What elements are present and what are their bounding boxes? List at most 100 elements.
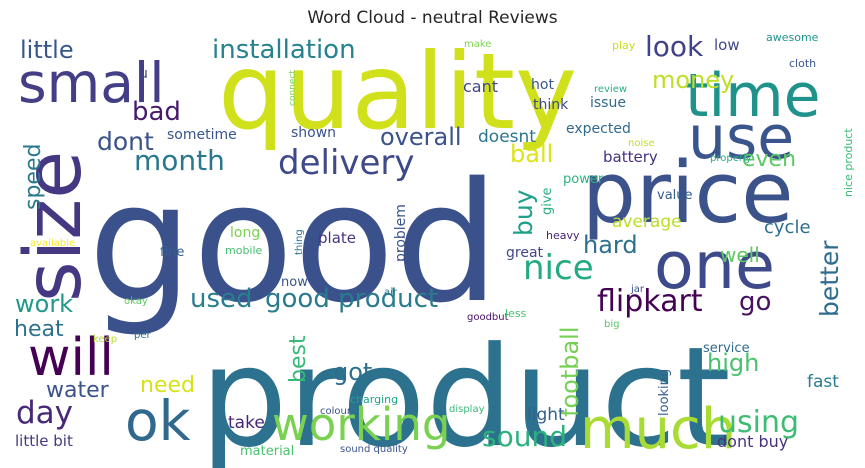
- word-low: low: [714, 36, 740, 54]
- word-dont-buy: dont buy: [717, 432, 788, 451]
- word-day: day: [16, 395, 73, 431]
- word-nice-product: nice product: [842, 128, 855, 197]
- word-looking: looking: [657, 369, 672, 416]
- word-give: give: [540, 187, 555, 215]
- word-average: average: [612, 212, 682, 232]
- word-play: play: [612, 39, 636, 52]
- word-installation: installation: [212, 35, 356, 65]
- word-work: work: [15, 290, 73, 318]
- word-sound: sound: [482, 420, 567, 453]
- word-issue: issue: [590, 95, 626, 111]
- word-bad: bad: [132, 97, 181, 127]
- word-doesnt: doesnt: [478, 127, 536, 147]
- word-much: much: [580, 397, 736, 462]
- word-air: air: [384, 287, 398, 298]
- word-available: available: [30, 238, 75, 249]
- word-use: use: [688, 103, 794, 173]
- word-money: money: [652, 66, 734, 94]
- word-hot: hot: [531, 77, 554, 93]
- word-keep: keep: [93, 334, 117, 345]
- word-big: big: [604, 319, 619, 330]
- word-cloth: cloth: [789, 57, 816, 70]
- word-awesome: awesome: [766, 31, 819, 44]
- word-colour: colour: [320, 406, 352, 417]
- word-light: light: [527, 405, 565, 425]
- word-material: material: [240, 444, 294, 459]
- word-now: now: [281, 275, 308, 290]
- word-expected: expected: [566, 121, 631, 137]
- word-fast: fast: [807, 372, 839, 392]
- word-think: think: [533, 97, 569, 113]
- word-sound-quality: sound quality: [340, 444, 408, 455]
- word-even: even: [742, 147, 796, 172]
- word-shown: shown: [291, 125, 336, 141]
- word-well: well: [720, 243, 760, 267]
- word-mobile: mobile: [225, 244, 263, 257]
- word-great: great: [506, 245, 544, 261]
- word-thing: thing: [294, 229, 305, 255]
- word-best: best: [286, 335, 311, 383]
- word-speed: speed: [21, 144, 46, 210]
- word-jar: jar: [630, 284, 645, 295]
- word-water: water: [46, 378, 110, 403]
- word-size: size: [9, 151, 99, 302]
- word-small: small: [18, 51, 165, 115]
- word-long: long: [230, 225, 260, 241]
- word-price: price: [582, 144, 794, 243]
- word-go: go: [739, 287, 771, 317]
- word-football: football: [556, 326, 584, 417]
- word-quality: quality: [218, 31, 577, 153]
- word-using: using: [718, 405, 799, 440]
- word-service: service: [703, 341, 750, 356]
- word-per: per: [134, 330, 152, 341]
- word-connect: connect: [288, 70, 298, 106]
- word-okay: okay: [124, 296, 148, 307]
- word-take: take: [228, 413, 265, 433]
- word-battery: battery: [603, 148, 658, 166]
- word-good: good: [88, 147, 499, 339]
- word-nice: nice: [523, 248, 594, 288]
- word-charging: charging: [350, 393, 398, 406]
- word-value: value: [657, 188, 693, 203]
- word-little: little: [20, 36, 74, 64]
- word-cant: cant: [463, 77, 498, 96]
- word-time: time: [685, 61, 821, 131]
- word-better: better: [815, 240, 844, 317]
- word-u: u: [139, 66, 148, 82]
- word-problem: problem: [393, 204, 409, 262]
- word-need: need: [140, 373, 195, 398]
- chart-title: Word Cloud - neutral Reviews: [307, 8, 558, 28]
- word-buy: buy: [509, 189, 538, 236]
- word-display: display: [449, 404, 485, 415]
- word-ok: ok: [125, 389, 191, 453]
- word-cycle: cycle: [764, 217, 811, 238]
- word-less: less: [505, 307, 527, 320]
- word-delivery: delivery: [278, 143, 415, 183]
- word-dont: dont: [97, 127, 154, 156]
- word-little-bit: little bit: [15, 432, 73, 450]
- word-good-product: good product: [265, 284, 438, 314]
- word-heat: heat: [14, 317, 64, 342]
- word-fine: fine: [160, 245, 184, 260]
- word-goodbut: goodbut: [467, 312, 509, 323]
- word-plate: plate: [318, 229, 356, 247]
- word-hard: hard: [583, 231, 638, 259]
- word-make: make: [464, 39, 491, 50]
- word-properly: properly: [710, 153, 752, 164]
- word-flipkart: flipkart: [597, 284, 703, 319]
- word-look: look: [645, 30, 704, 63]
- word-product: product: [200, 317, 731, 468]
- word-will: will: [28, 328, 114, 388]
- word-month: month: [134, 144, 225, 177]
- word-high: high: [707, 349, 759, 377]
- word-power: power: [563, 172, 604, 187]
- word-used: used: [190, 284, 253, 314]
- word-noise: noise: [628, 138, 655, 149]
- word-ball: ball: [510, 140, 553, 168]
- word-review: review: [594, 84, 627, 95]
- word-got: got: [333, 358, 372, 386]
- word-working: working: [272, 398, 450, 451]
- word-one: one: [654, 229, 775, 304]
- word-sometime: sometime: [167, 127, 237, 143]
